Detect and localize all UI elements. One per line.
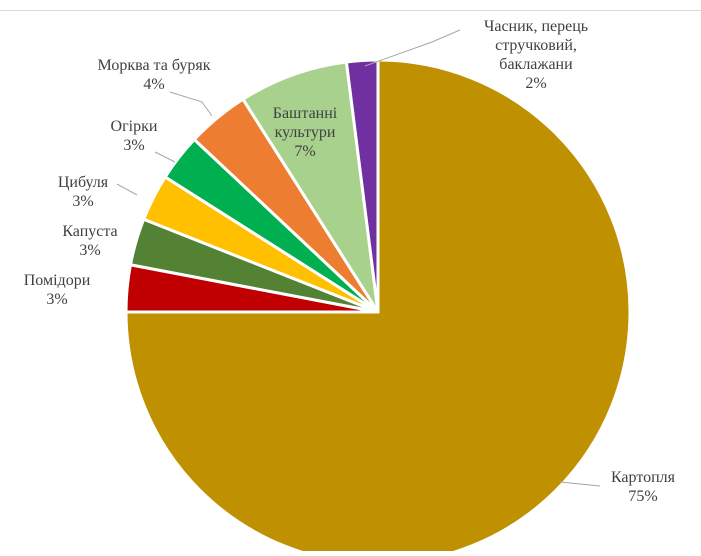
data-label-line: Огірки: [111, 118, 158, 135]
data-label-carrot-beet: Морква та буряк 4%: [98, 57, 211, 93]
data-label-line: Часник, перець: [484, 18, 588, 35]
data-label-tomatoes: Помідори 3%: [24, 272, 91, 308]
pie-slice-garlic-pepper-eggplant: [344, 58, 380, 314]
data-label-cabbage: Капуста 3%: [62, 223, 117, 259]
data-label-garlic-pepper-eggplant: Часник, перець стручковий, баклажани 2%: [484, 18, 588, 92]
data-label-potatoes: Картопля 75%: [611, 469, 676, 505]
data-label-line: 75%: [628, 488, 657, 505]
leader-line-garlic-pepper-eggplant: [364, 29, 461, 67]
data-label-line: Помідори: [24, 272, 91, 289]
leader-line-onion: [116, 183, 138, 196]
data-label-line: культури: [275, 124, 336, 141]
leader-line-potatoes: [559, 481, 601, 487]
data-label-line: 2%: [525, 75, 546, 92]
data-label-onion: Цибуля 3%: [58, 174, 109, 210]
data-label-line: стручковий,: [495, 37, 577, 54]
leader-line-cucumbers: [154, 151, 176, 163]
leader-line-carrot-beet: [169, 91, 213, 117]
data-label-melons: Баштанні культури 7%: [273, 105, 338, 160]
pie-slice-melons: [241, 60, 380, 314]
data-label-line: 3%: [79, 242, 100, 259]
data-label-line: 7%: [294, 143, 315, 160]
top-border-line: [0, 10, 701, 11]
data-label-line: 4%: [143, 76, 164, 93]
data-label-line: 3%: [46, 291, 67, 308]
data-label-line: 3%: [72, 193, 93, 210]
data-label-line: баклажани: [499, 56, 573, 73]
data-label-line: 3%: [123, 137, 144, 154]
data-label-line: Цибуля: [58, 174, 109, 191]
data-label-line: Баштанні: [273, 105, 338, 122]
data-label-line: Картопля: [611, 469, 676, 486]
data-label-line: Морква та буряк: [98, 57, 211, 74]
data-label-line: Капуста: [62, 223, 117, 240]
data-label-cucumbers: Огірки 3%: [111, 118, 158, 154]
